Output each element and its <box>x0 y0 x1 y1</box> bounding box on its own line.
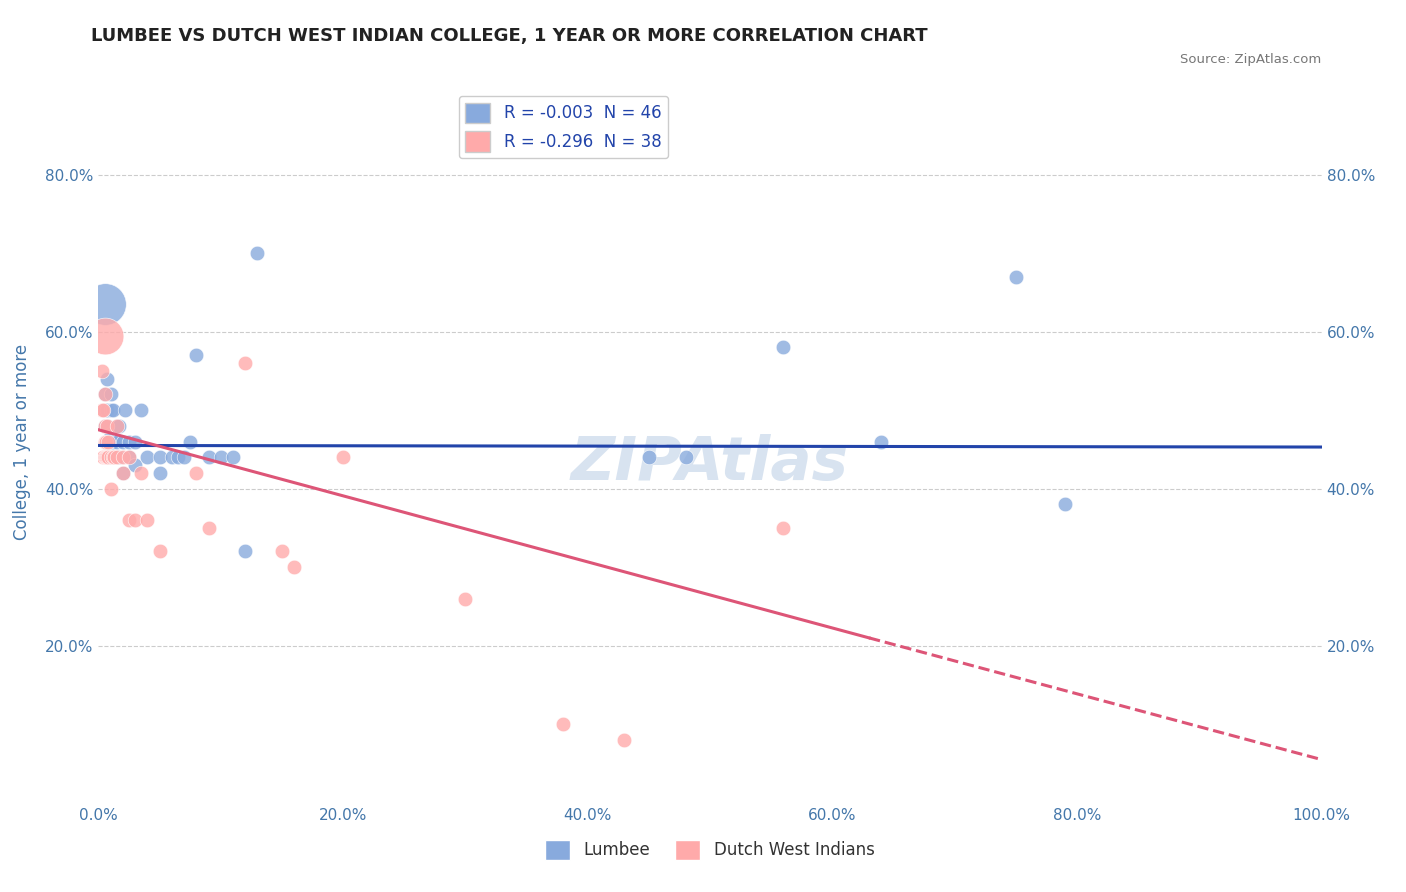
Point <box>93 387 115 401</box>
Point <box>97 450 120 465</box>
Y-axis label: College, 1 year or more: College, 1 year or more <box>13 343 31 540</box>
Point <box>91 403 114 417</box>
Point <box>129 466 152 480</box>
Point <box>124 458 146 472</box>
Text: Source: ZipAtlas.com: Source: ZipAtlas.com <box>1181 53 1322 66</box>
Point <box>149 544 172 558</box>
Point <box>233 544 256 558</box>
Point <box>197 450 219 465</box>
Point <box>93 403 115 417</box>
Point <box>96 450 118 465</box>
Point <box>100 434 122 449</box>
Point <box>167 450 190 465</box>
Point <box>91 450 114 465</box>
Point <box>111 466 134 480</box>
Point <box>553 717 575 731</box>
Point <box>136 513 159 527</box>
Point <box>105 418 128 433</box>
Point <box>91 364 114 378</box>
Point <box>149 450 172 465</box>
Point <box>332 450 354 465</box>
Point <box>179 434 201 449</box>
Point <box>108 450 131 465</box>
Text: ZIPAtlas: ZIPAtlas <box>571 434 849 492</box>
Point <box>186 348 208 362</box>
Point <box>124 434 146 449</box>
Point <box>100 387 122 401</box>
Point <box>209 450 232 465</box>
Point <box>96 372 118 386</box>
Point <box>105 418 128 433</box>
Legend: Lumbee, Dutch West Indians: Lumbee, Dutch West Indians <box>538 833 882 867</box>
Point <box>870 434 893 449</box>
Point <box>93 387 115 401</box>
Point <box>136 450 159 465</box>
Point <box>111 466 134 480</box>
Point <box>1004 269 1026 284</box>
Point <box>111 450 134 465</box>
Point <box>186 466 208 480</box>
Text: LUMBEE VS DUTCH WEST INDIAN COLLEGE, 1 YEAR OR MORE CORRELATION CHART: LUMBEE VS DUTCH WEST INDIAN COLLEGE, 1 Y… <box>91 27 928 45</box>
Point <box>613 733 636 747</box>
Point <box>108 418 131 433</box>
Point <box>93 297 115 311</box>
Point <box>101 434 124 449</box>
Point <box>101 450 124 465</box>
Point <box>105 434 128 449</box>
Point <box>100 426 122 441</box>
Point <box>93 450 115 465</box>
Point <box>103 450 125 465</box>
Point <box>118 434 141 449</box>
Point <box>772 340 794 354</box>
Point <box>129 403 152 417</box>
Point <box>93 418 115 433</box>
Point <box>96 418 118 433</box>
Point <box>246 246 269 260</box>
Point <box>96 418 118 433</box>
Point <box>111 434 134 449</box>
Point <box>160 450 183 465</box>
Point <box>118 513 141 527</box>
Point <box>93 434 115 449</box>
Point <box>124 513 146 527</box>
Point <box>197 521 219 535</box>
Point <box>100 403 122 417</box>
Point <box>772 521 794 535</box>
Point <box>105 450 128 465</box>
Point <box>96 434 118 449</box>
Point <box>96 403 118 417</box>
Point <box>94 434 117 449</box>
Point <box>283 560 305 574</box>
Point <box>114 403 136 417</box>
Point <box>118 450 141 465</box>
Point <box>454 591 477 606</box>
Point <box>675 450 697 465</box>
Point <box>222 450 245 465</box>
Point <box>100 482 122 496</box>
Point <box>93 328 115 343</box>
Point <box>118 450 141 465</box>
Point <box>173 450 195 465</box>
Point <box>100 450 122 465</box>
Point <box>233 356 256 370</box>
Point <box>94 450 117 465</box>
Point <box>149 466 172 480</box>
Point <box>93 418 115 433</box>
Point <box>100 450 122 465</box>
Point <box>105 450 128 465</box>
Point <box>1053 497 1076 511</box>
Point <box>270 544 294 558</box>
Point <box>101 403 124 417</box>
Point <box>97 434 120 449</box>
Point <box>91 403 114 417</box>
Point <box>637 450 661 465</box>
